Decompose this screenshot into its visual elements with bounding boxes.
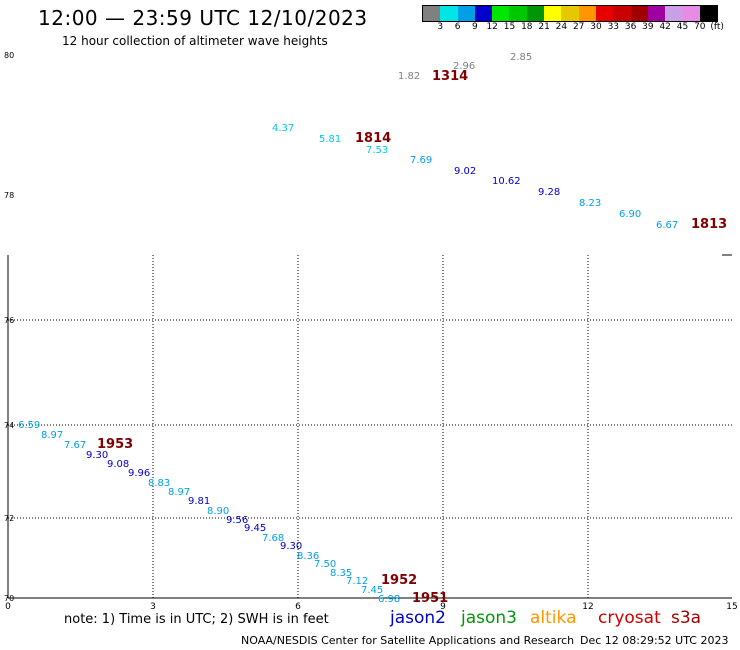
- color-scale-label: 3: [437, 22, 444, 32]
- pass-time-label: 1953: [97, 437, 133, 452]
- wave-height-label: 9.30: [280, 541, 302, 552]
- pass-time-label: 1951: [412, 591, 448, 606]
- color-scale-bar: [422, 5, 719, 22]
- color-swatch: [665, 6, 683, 21]
- color-scale-label: 70: [694, 22, 706, 32]
- y-tick-label: 70: [4, 594, 14, 603]
- color-swatch: [647, 6, 666, 21]
- color-scale-label: 24: [555, 22, 568, 32]
- color-scale-label: 27: [572, 22, 585, 32]
- wave-height-label: 7.69: [410, 155, 432, 166]
- wave-height-label: 6.67: [656, 220, 678, 231]
- color-swatch: [699, 6, 718, 21]
- wave-height-label: 6.90: [619, 209, 641, 220]
- x-tick-label: 6: [295, 602, 301, 612]
- legend-item-altika: altika: [530, 608, 577, 628]
- legend-item-jason3: jason3: [461, 608, 517, 628]
- y-tick-label: 78: [4, 191, 14, 200]
- color-swatch: [613, 6, 631, 21]
- wave-height-label: 8.90: [207, 506, 229, 517]
- legend-item-s3a: s3a: [671, 608, 702, 628]
- color-swatch: [630, 6, 648, 21]
- color-swatch: [440, 6, 458, 21]
- color-swatch: [544, 6, 562, 21]
- y-tick-label: 72: [4, 514, 14, 523]
- x-tick-label: 12: [582, 602, 593, 612]
- chart-subtitle: 12 hour collection of altimeter wave hei…: [62, 34, 328, 48]
- color-swatch: [509, 6, 527, 21]
- wave-height-label: 7.53: [366, 145, 388, 156]
- pass-time-label: 1813: [691, 217, 727, 232]
- chart-title: 12:00 — 23:59 UTC 12/10/2023: [38, 6, 368, 30]
- color-swatch: [423, 6, 441, 21]
- wave-height-label: 7.12: [346, 576, 368, 587]
- wave-height-label: 9.28: [538, 187, 560, 198]
- legend-item-jason2: jason2: [390, 608, 446, 628]
- wave-height-label: 9.56: [226, 515, 248, 526]
- color-scale-label: 45: [676, 22, 689, 32]
- wave-height-label: 8.97: [41, 430, 63, 441]
- wave-height-label: 6.59: [18, 420, 40, 431]
- wave-height-label: 7.68: [262, 533, 284, 544]
- wave-height-label: 2.96: [453, 61, 475, 72]
- pass-time-label: 1314: [432, 69, 468, 84]
- wave-height-label: 6.98: [378, 594, 400, 605]
- color-scale-label: (ft): [710, 22, 724, 32]
- pass-time-label: 1952: [381, 573, 417, 588]
- wave-height-label: 2.85: [510, 52, 532, 63]
- wave-height-label: 8.97: [168, 487, 190, 498]
- color-swatch: [682, 6, 700, 21]
- color-scale-label: 18: [521, 22, 533, 32]
- color-scale-label: 42: [659, 22, 671, 32]
- x-tick-label: 15: [726, 602, 737, 612]
- x-tick-label: 0: [5, 602, 11, 612]
- color-scale-label: 15: [503, 22, 516, 32]
- color-swatch: [474, 6, 493, 21]
- wave-height-label: 7.67: [64, 440, 86, 451]
- wave-height-label: 9.81: [188, 496, 210, 507]
- wave-height-label: 9.45: [244, 523, 266, 534]
- wave-height-label: 9.96: [128, 468, 150, 479]
- wave-height-label: 4.37: [272, 123, 294, 134]
- color-scale-label: 9: [472, 22, 478, 32]
- generated-timestamp: Dec 12 08:29:52 UTC 2023: [580, 634, 729, 647]
- wave-height-label: 8.36: [297, 551, 319, 562]
- y-tick-label: 76: [4, 316, 14, 325]
- wave-height-label: 10.62: [492, 176, 521, 187]
- wave-height-label: 9.30: [86, 450, 108, 461]
- wave-height-label: 9.08: [107, 459, 129, 470]
- wave-height-label: 8.83: [148, 478, 170, 489]
- x-tick-label: 3: [150, 602, 156, 612]
- wave-height-label: 7.45: [361, 585, 383, 596]
- wave-height-label: 8.35: [330, 568, 352, 579]
- pass-time-label: 1814: [355, 131, 391, 146]
- y-tick-label: 74: [4, 421, 14, 430]
- color-scale-label: 36: [624, 22, 637, 32]
- color-scale-label: 30: [590, 22, 602, 32]
- color-scale-label: 21: [538, 22, 550, 32]
- wave-height-label: 1.82: [398, 71, 420, 82]
- wave-height-label: 8.23: [579, 198, 601, 209]
- color-swatch: [595, 6, 614, 21]
- color-swatch: [526, 6, 545, 21]
- footnote: note: 1) Time is in UTC; 2) SWH is in fe…: [64, 612, 329, 627]
- color-scale-label: 12: [486, 22, 498, 32]
- wave-height-label: 5.81: [319, 134, 341, 145]
- y-tick-label: 80: [4, 51, 14, 60]
- legend-item-cryosat: cryosat: [598, 608, 661, 628]
- wave-height-label: 7.50: [314, 559, 336, 570]
- color-scale-label: 6: [454, 22, 461, 32]
- wave-height-label: 9.02: [454, 166, 476, 177]
- color-swatch: [457, 6, 475, 21]
- color-swatch: [561, 6, 579, 21]
- credit-line: NOAA/NESDIS Center for Satellite Applica…: [241, 634, 575, 647]
- color-swatch: [578, 6, 596, 21]
- color-swatch: [492, 6, 510, 21]
- color-scale-label: 33: [607, 22, 620, 32]
- x-tick-label: 9: [440, 602, 446, 612]
- color-scale-label: 39: [642, 22, 654, 32]
